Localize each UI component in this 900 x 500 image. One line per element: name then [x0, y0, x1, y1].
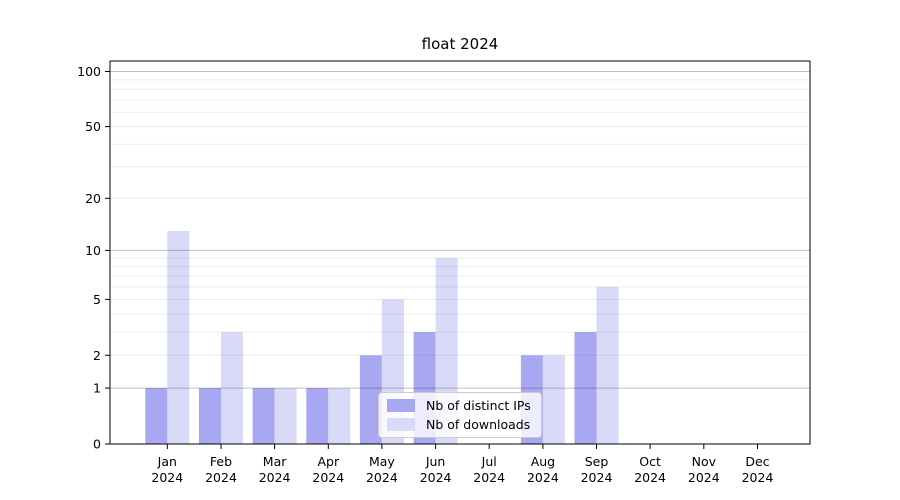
x-tick-label-year: 2024: [688, 470, 720, 485]
x-tick-label-year: 2024: [420, 470, 452, 485]
y-tick-label: 0: [93, 437, 101, 452]
legend-swatch-downloads: [387, 418, 415, 431]
x-tick-label-month: Dec: [745, 454, 769, 469]
bar-distinct-ips: [306, 388, 329, 444]
bar-distinct-ips: [574, 332, 597, 444]
y-tick-label: 10: [85, 243, 101, 258]
x-tick-label-month: Aug: [531, 454, 555, 469]
x-tick-label-year: 2024: [473, 470, 505, 485]
x-tick-label-month: Apr: [317, 454, 339, 469]
bar-downloads: [328, 388, 351, 444]
x-tick-label-month: Jun: [425, 454, 446, 469]
y-tick-label: 2: [93, 348, 101, 363]
x-tick-label-month: Sep: [585, 454, 609, 469]
legend-label-downloads: Nb of downloads: [426, 417, 531, 432]
x-tick-label-month: Jul: [481, 454, 497, 469]
x-tick-label-year: 2024: [634, 470, 666, 485]
plot-border: [109, 60, 811, 445]
x-tick-label-month: Nov: [692, 454, 717, 469]
legend: Nb of distinct IPs Nb of downloads: [378, 392, 542, 438]
x-tick-label-month: Oct: [639, 454, 661, 469]
y-tick-label: 20: [85, 191, 101, 206]
x-tick-label-year: 2024: [527, 470, 559, 485]
x-tick-label-year: 2024: [366, 470, 398, 485]
bar-downloads: [274, 388, 297, 444]
bar-downloads: [167, 231, 190, 444]
bar-downloads: [542, 355, 565, 444]
x-tick-label-month: May: [369, 454, 395, 469]
x-tick-label-month: Mar: [263, 454, 287, 469]
bar-distinct-ips: [252, 388, 275, 444]
bar-distinct-ips: [359, 355, 382, 444]
legend-swatch-distinct-ips: [387, 399, 415, 412]
legend-item-distinct-ips: Nb of distinct IPs: [387, 398, 531, 413]
y-tick-label: 5: [93, 292, 101, 307]
y-tick-label: 100: [77, 64, 101, 79]
y-tick-label: 50: [85, 119, 101, 134]
bar-distinct-ips: [199, 388, 221, 444]
legend-item-downloads: Nb of downloads: [387, 417, 531, 432]
x-tick-label-month: Feb: [210, 454, 232, 469]
x-tick-label-year: 2024: [742, 470, 774, 485]
legend-label-distinct-ips: Nb of distinct IPs: [426, 398, 531, 413]
x-tick-label-year: 2024: [312, 470, 344, 485]
bar-downloads: [221, 332, 243, 444]
bar-downloads: [596, 286, 619, 444]
x-tick-label-year: 2024: [259, 470, 291, 485]
bar-distinct-ips: [145, 388, 168, 444]
x-tick-label-year: 2024: [205, 470, 237, 485]
y-tick-label: 1: [93, 381, 101, 396]
chart-title: float 2024: [421, 35, 499, 53]
x-tick-label-month: Jan: [157, 454, 177, 469]
x-tick-label-year: 2024: [581, 470, 613, 485]
x-tick-label-year: 2024: [151, 470, 183, 485]
